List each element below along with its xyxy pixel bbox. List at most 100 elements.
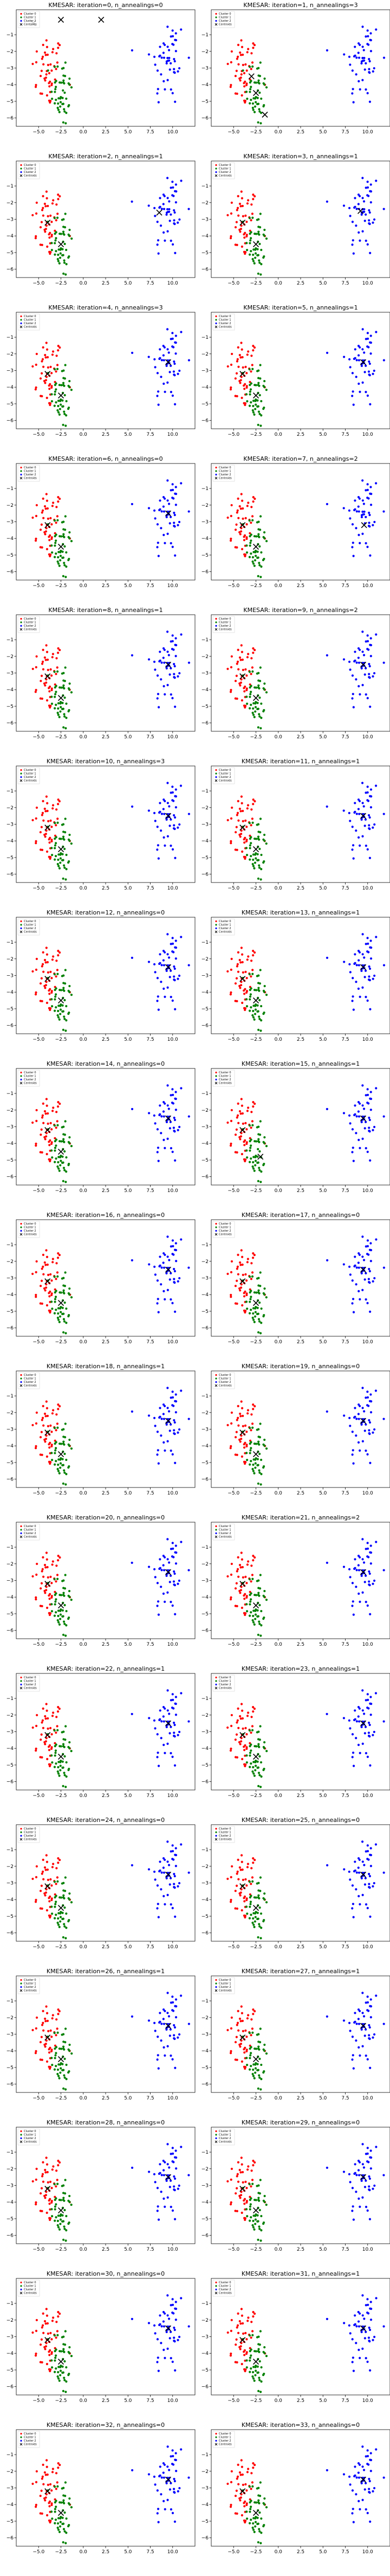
cluster-0-point <box>46 1860 49 1863</box>
cluster-1-point <box>54 855 57 858</box>
cluster-0-point <box>244 1273 247 1276</box>
centroid-marker <box>57 846 64 853</box>
cluster-0-point <box>35 352 38 356</box>
y-tick-label: −4 <box>202 839 209 844</box>
cluster-2-point <box>369 39 372 42</box>
cluster-2-point <box>168 1883 171 1886</box>
cluster-1-point <box>251 556 255 559</box>
cluster-1-point <box>57 1772 60 1775</box>
cluster-1-point <box>258 536 261 538</box>
cluster-1-point <box>63 1471 66 1474</box>
cluster-2-point <box>370 946 373 949</box>
cluster-1-point <box>57 562 60 565</box>
cluster-0-point <box>48 1460 50 1463</box>
cluster-2-point <box>351 1756 354 1759</box>
cluster-2-point <box>363 1732 366 1735</box>
cluster-1-point <box>65 853 68 856</box>
cluster-1-point <box>55 401 57 404</box>
cluster-2-point <box>159 1718 161 1721</box>
cluster-0-point <box>230 1119 233 1122</box>
cluster-2-point <box>159 659 161 662</box>
subplot-19: KMESAR: iteration=19, n_annealings=0−5.0… <box>202 1363 390 1496</box>
cluster-0-point <box>40 69 43 72</box>
legend-swatch <box>215 164 217 166</box>
legend-swatch <box>20 1233 23 1236</box>
y-tick-label: −1 <box>6 1242 14 1248</box>
cluster-2-point <box>174 655 177 658</box>
y-tick-label: −6 <box>6 267 14 273</box>
cluster-2-point <box>173 72 176 74</box>
cluster-2-point <box>174 1865 177 1867</box>
cluster-0-point <box>45 678 48 681</box>
cluster-1-point <box>257 1615 259 1618</box>
cluster-1-point <box>58 408 61 410</box>
cluster-2-point <box>363 56 366 60</box>
cluster-1-point <box>54 847 56 849</box>
cluster-1-point <box>256 1458 259 1460</box>
cluster-0-point <box>226 1726 229 1729</box>
y-tick-label: −1 <box>202 1696 209 1702</box>
cluster-2-point <box>361 1709 364 1712</box>
y-tick-label: −6 <box>202 570 209 575</box>
cluster-2-point <box>362 59 365 62</box>
cluster-0-point <box>43 807 46 810</box>
cluster-1-point <box>56 368 59 370</box>
cluster-2-point <box>369 705 372 708</box>
subplot-5: KMESAR: iteration=5, n_annealings=1−5.0−… <box>202 304 390 437</box>
cluster-1-point <box>260 868 263 871</box>
cluster-1-point <box>63 1301 66 1304</box>
legend-label: Cluster 2 <box>24 1834 36 1838</box>
cluster-2-point <box>368 211 371 214</box>
y-tick-label: −1 <box>6 1091 14 1097</box>
cluster-1-point <box>62 405 64 408</box>
cluster-2-point <box>373 218 376 221</box>
cluster-1-point <box>56 1729 59 1731</box>
cluster-0-point <box>236 965 238 968</box>
subplot-title: KMESAR: iteration=24, n_annealings=0 <box>47 1817 165 1824</box>
cluster-1-point <box>263 1741 266 1744</box>
cluster-1-point <box>260 565 263 568</box>
centroid-marker <box>165 359 172 365</box>
cluster-0-point <box>48 1443 50 1446</box>
centroid-stroke <box>165 661 172 668</box>
cluster-0-point <box>229 1598 232 1601</box>
cluster-1-point <box>70 1296 73 1299</box>
cluster-1-point <box>58 1140 61 1143</box>
cluster-0-point <box>230 504 233 507</box>
cluster-0-point <box>48 993 51 995</box>
cluster-1-point <box>245 695 248 698</box>
legend-label: Cluster 1 <box>24 1529 36 1532</box>
cluster-1-point <box>57 858 60 861</box>
cluster-0-point <box>51 1560 54 1563</box>
centroid-marker <box>239 1127 246 1134</box>
legend-label: Centroids <box>24 1384 37 1388</box>
cluster-2-point <box>131 503 133 506</box>
cluster-2-point <box>170 996 172 999</box>
cluster-2-point <box>369 183 372 186</box>
cluster-2-point <box>174 806 177 809</box>
cluster-1-point <box>55 1144 57 1147</box>
cluster-2-point <box>349 1425 352 1427</box>
cluster-0-point <box>239 1289 242 1292</box>
cluster-2-point <box>162 1857 165 1860</box>
cluster-2-point <box>358 959 360 962</box>
cluster-2-point <box>361 986 364 989</box>
cluster-1-point <box>258 1292 261 1295</box>
cluster-0-point <box>245 1898 248 1902</box>
centroid-marker <box>57 241 64 248</box>
cluster-1-point <box>257 1133 260 1136</box>
cluster-0-point <box>47 820 50 822</box>
cluster-1-point <box>59 710 62 713</box>
cluster-2-point <box>365 542 367 545</box>
legend-swatch <box>215 1529 217 1531</box>
cluster-2-point <box>372 1280 374 1283</box>
cluster-2-point <box>354 802 356 804</box>
cluster-1-point <box>248 1009 251 1012</box>
cluster-2-point <box>352 555 355 557</box>
legend-swatch <box>20 164 22 166</box>
centroid-stroke <box>360 964 367 970</box>
cluster-1-point <box>255 535 258 538</box>
cluster-0-point <box>51 656 54 659</box>
cluster-2-point <box>358 964 360 967</box>
